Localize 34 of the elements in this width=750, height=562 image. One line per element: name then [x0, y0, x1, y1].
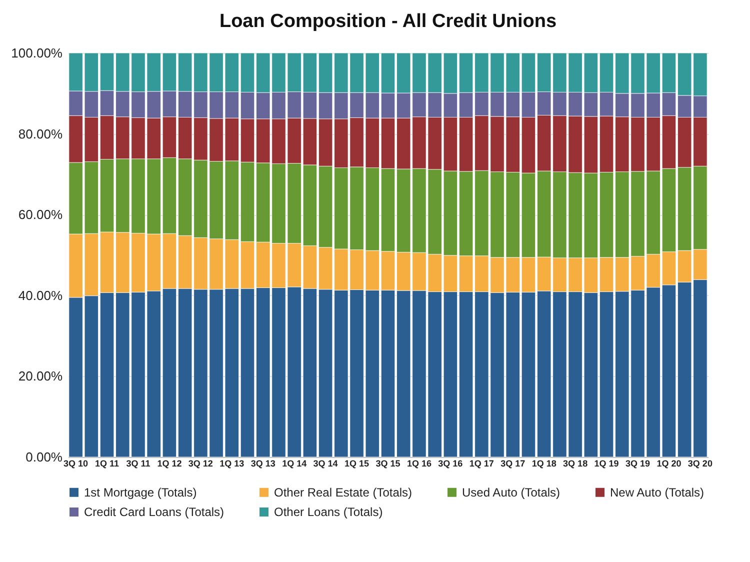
- x-tick-label: 1Q 15: [344, 458, 370, 468]
- y-tick-label: 40.00%: [18, 288, 63, 303]
- x-tick-label: 3Q 13: [250, 458, 276, 468]
- chart-title: Loan Composition - All Credit Unions: [219, 11, 557, 32]
- x-tick-label: 1Q 11: [95, 458, 120, 468]
- x-tick-label: 1Q 18: [532, 458, 556, 468]
- legend-label: Other Real Estate (Totals): [274, 485, 412, 500]
- legend-label: 1st Mortgage (Totals): [84, 485, 197, 500]
- x-tick-label: 1Q 14: [282, 458, 307, 468]
- legend-label: Used Auto (Totals): [462, 485, 560, 500]
- y-tick-label: 100.00%: [11, 46, 63, 60]
- x-tick-label: 3Q 15: [376, 458, 400, 468]
- x-tick-label: 1Q 19: [594, 458, 619, 468]
- x-tick-label: 1Q 12: [157, 458, 182, 468]
- y-tick-label: 80.00%: [18, 126, 63, 142]
- y-tick-label: 20.00%: [18, 368, 63, 384]
- x-tick-label: 1Q 17: [469, 458, 494, 468]
- x-tick-label: 3Q 11: [126, 458, 150, 468]
- y-tick-label: 0.00%: [26, 450, 63, 464]
- x-tick-label: 1Q 13: [220, 458, 244, 468]
- x-tick-label: 1Q 20: [656, 458, 682, 468]
- x-tick-label: 3Q 12: [188, 458, 213, 468]
- y-tick-label: 60.00%: [18, 207, 63, 222]
- legend-label: New Auto (Totals): [610, 485, 704, 500]
- legend-label: Other Loans (Totals): [274, 505, 383, 519]
- legend-label: Credit Card Loans (Totals): [84, 505, 224, 519]
- x-tick-label: 3Q 18: [563, 458, 588, 468]
- x-tick-label: 3Q 20: [688, 458, 712, 468]
- x-tick-label: 3Q 16: [438, 458, 463, 468]
- x-tick-label: 3Q 19: [625, 458, 650, 468]
- x-tick-label: 1Q 16: [406, 458, 432, 468]
- x-tick-label: 3Q 14: [313, 458, 338, 468]
- x-tick-label: 3Q 17: [500, 458, 526, 468]
- x-tick-label: 3Q 10: [64, 458, 88, 468]
